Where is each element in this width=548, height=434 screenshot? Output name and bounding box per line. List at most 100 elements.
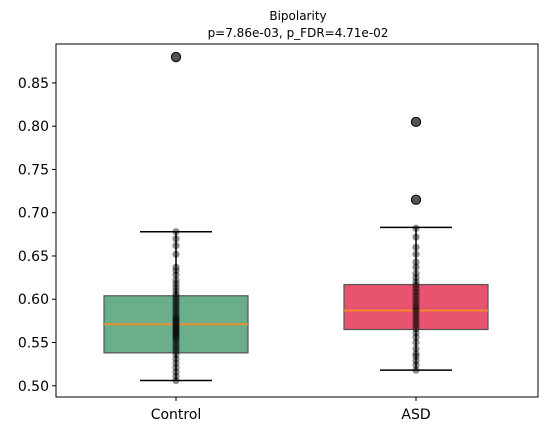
data-point (172, 295, 180, 303)
y-tick-label: 0.60 (18, 292, 49, 308)
data-point (172, 368, 180, 376)
y-tick-label: 0.55 (18, 335, 49, 351)
data-point (172, 235, 180, 243)
data-point (412, 338, 420, 347)
plot-area (103, 51, 489, 385)
data-point (172, 322, 180, 330)
data-point (172, 363, 180, 372)
data-point (172, 250, 180, 258)
data-point (412, 292, 420, 300)
data-point (172, 337, 180, 345)
outlier-point (410, 116, 422, 128)
data-point (172, 318, 180, 327)
data-point (172, 280, 180, 288)
data-point (412, 350, 420, 358)
data-point (172, 355, 180, 363)
data-point (412, 118, 420, 126)
data-point (412, 250, 420, 258)
data-point (172, 339, 180, 347)
data-point (172, 320, 180, 328)
data-point (172, 308, 180, 316)
data-point (172, 331, 180, 339)
data-point (412, 258, 420, 266)
data-point (412, 307, 420, 315)
y-tick-label: 0.75 (18, 162, 49, 178)
box-group-control (103, 51, 249, 385)
data-point (172, 315, 180, 323)
x-tick-label: Control (151, 407, 202, 423)
data-point (412, 352, 420, 360)
data-point (412, 314, 420, 322)
data-point (412, 269, 420, 277)
data-point (412, 305, 420, 313)
data-point (412, 357, 420, 365)
data-point (172, 329, 180, 337)
data-point (412, 299, 420, 307)
chart-title: Bipolarity (269, 9, 326, 23)
data-point (172, 286, 180, 295)
data-point (172, 334, 180, 342)
data-point (412, 325, 420, 333)
outlier-point (170, 51, 182, 63)
data-point (172, 347, 180, 355)
data-point (172, 306, 180, 314)
data-point (172, 317, 180, 325)
data-point (172, 290, 180, 298)
data-point (172, 276, 180, 284)
data-point (412, 344, 420, 353)
data-point (172, 351, 180, 359)
data-point (172, 376, 180, 385)
data-point (412, 243, 420, 251)
data-point (172, 228, 180, 236)
data-point (172, 303, 180, 311)
data-point (172, 325, 180, 334)
data-point (412, 278, 420, 286)
data-point (412, 263, 420, 271)
outlier-point (410, 194, 422, 205)
data-point (172, 271, 180, 279)
data-point (412, 329, 420, 337)
chart-subtitle: p=7.86e-03, p_FDR=4.71e-02 (208, 26, 389, 40)
y-tick-label: 0.50 (18, 379, 49, 395)
data-point (172, 332, 180, 341)
data-point (412, 366, 420, 374)
y-tick-label: 0.65 (18, 249, 49, 265)
y-tick-label: 0.70 (18, 206, 49, 222)
data-point (172, 267, 180, 275)
data-point (172, 298, 180, 306)
data-point (412, 361, 420, 369)
data-point (172, 313, 180, 322)
data-point (172, 293, 180, 301)
data-point (412, 333, 420, 341)
data-point (412, 224, 420, 232)
data-point (172, 300, 180, 309)
data-point (412, 302, 420, 310)
box-group-asd (343, 116, 489, 374)
data-point (412, 318, 420, 326)
data-point (412, 281, 420, 289)
data-point (172, 311, 180, 319)
data-point (172, 241, 180, 250)
data-point (172, 372, 180, 380)
data-point (172, 53, 180, 61)
y-tick-label: 0.85 (18, 76, 49, 92)
data-point (172, 359, 180, 367)
y-tick-label: 0.80 (18, 119, 49, 135)
y-axis: 0.50 0.55 0.60 0.65 0.70 0.75 0.80 0.85 (18, 76, 56, 395)
data-point (412, 311, 420, 319)
data-point (172, 342, 180, 350)
data-point (172, 283, 180, 291)
data-point (412, 285, 420, 293)
data-point (172, 263, 180, 271)
box-iqr (343, 283, 489, 331)
data-point (412, 274, 420, 282)
data-point (172, 344, 180, 353)
data-point (412, 295, 420, 303)
plot-frame (55, 43, 539, 398)
x-tick-label: ASD (401, 407, 430, 423)
data-point (412, 288, 420, 296)
data-point (172, 324, 180, 332)
data-point (172, 327, 180, 335)
x-axis: Control ASD (151, 397, 431, 423)
